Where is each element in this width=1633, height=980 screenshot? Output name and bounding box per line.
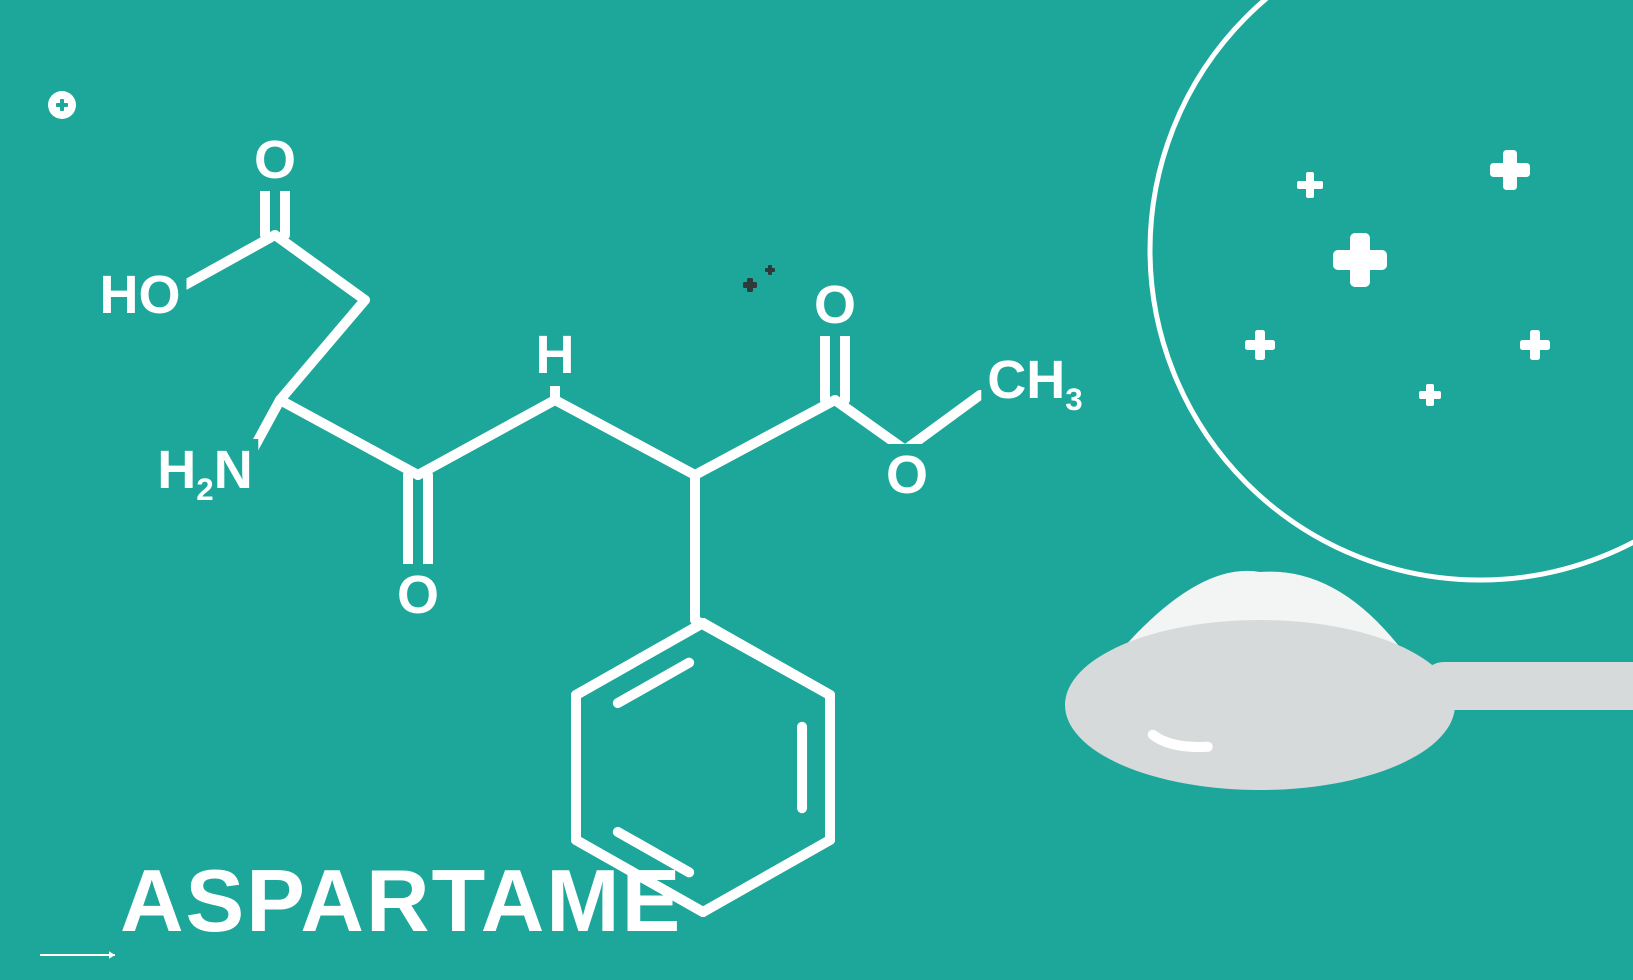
atom-label-ho: HO: [94, 264, 187, 326]
atom-label-o2: O: [391, 564, 445, 626]
infographic-canvas: HOOH2NOHOOCH3 ASPARTAME: [0, 0, 1633, 980]
compound-title: ASPARTAME: [120, 850, 682, 952]
atom-label-o1: O: [248, 129, 302, 191]
atom-label-h: H: [530, 324, 581, 386]
atom-label-o3: O: [808, 274, 862, 336]
atom-label-o4: O: [880, 444, 934, 506]
atom-label-ch3: CH3: [981, 349, 1088, 411]
atom-label-h2n: H2N: [151, 439, 258, 501]
